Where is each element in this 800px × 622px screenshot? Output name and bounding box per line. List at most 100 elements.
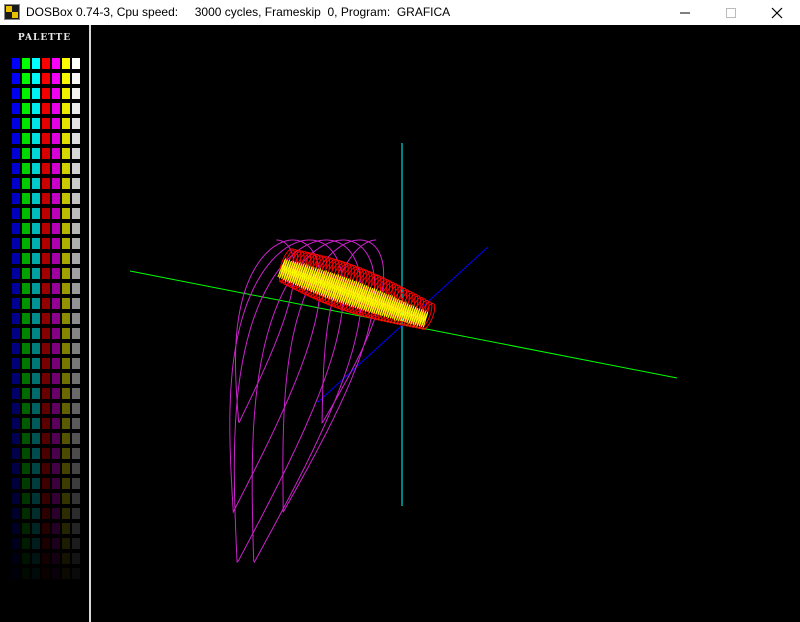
palette-swatch [42,283,50,294]
palette-swatch [32,88,40,99]
palette-swatch [32,553,40,564]
palette-swatch [72,433,80,444]
palette-swatch [62,463,70,474]
palette-swatch [72,508,80,519]
palette-swatch [72,478,80,489]
palette-swatch [42,373,50,384]
palette-swatch [72,73,80,84]
palette-swatch [52,568,60,579]
palette-swatch [42,58,50,69]
palette-swatch [62,298,70,309]
palette-swatch [42,148,50,159]
palette-swatch [72,418,80,429]
palette-swatch [62,223,70,234]
palette-panel: PALETTE [0,25,91,622]
palette-swatch [12,388,20,399]
palette-swatch [52,313,60,324]
palette-swatch [72,133,80,144]
palette-swatch [22,478,30,489]
palette-swatch [52,328,60,339]
outer-trace-curve [229,239,385,564]
palette-swatch [12,268,20,279]
palette-swatch [72,568,80,579]
palette-swatch [72,118,80,129]
palette-swatch [52,283,60,294]
palette-swatch [12,223,20,234]
palette-swatch [32,343,40,354]
palette-swatch [62,448,70,459]
palette-swatch [62,313,70,324]
palette-swatch [72,148,80,159]
palette-swatch [52,118,60,129]
palette-swatch [42,73,50,84]
palette-swatch [52,193,60,204]
palette-swatch [62,178,70,189]
palette-swatch [32,283,40,294]
palette-swatch [72,223,80,234]
palette-swatch [62,238,70,249]
palette-swatch [32,238,40,249]
palette-swatch [62,418,70,429]
palette-swatch [52,358,60,369]
palette-swatch [12,148,20,159]
palette-swatch [42,448,50,459]
palette-swatch [22,148,30,159]
palette-swatch [32,208,40,219]
title-bar[interactable]: DOSBox 0.74-3, Cpu speed: 3000 cycles, F… [0,0,800,25]
palette-swatch [42,178,50,189]
palette-swatch [62,58,70,69]
palette-swatch [42,298,50,309]
palette-swatch [12,163,20,174]
palette-swatch [32,463,40,474]
palette-swatch [32,163,40,174]
palette-swatch [52,268,60,279]
palette-swatch [52,88,60,99]
palette-swatch [22,238,30,249]
palette-swatch [42,268,50,279]
palette-swatch [62,553,70,564]
palette-swatch [12,538,20,549]
palette-swatch [32,478,40,489]
palette-swatch [22,193,30,204]
window-title: DOSBox 0.74-3, Cpu speed: 3000 cycles, F… [26,5,451,19]
palette-swatch [62,163,70,174]
maximize-button[interactable] [708,0,754,25]
palette-swatch [22,313,30,324]
palette-swatch [42,133,50,144]
palette-swatch [12,478,20,489]
close-button[interactable] [754,0,800,25]
palette-swatch [72,373,80,384]
palette-swatch [52,403,60,414]
palette-swatch [52,418,60,429]
dos-screen[interactable]: PALETTE [0,25,800,622]
palette-swatch [12,358,20,369]
palette-swatch [52,433,60,444]
palette-swatch [72,463,80,474]
palette-swatch [52,178,60,189]
minimize-button[interactable] [662,0,708,25]
palette-swatch [52,463,60,474]
palette-swatch [72,208,80,219]
palette-swatch [22,523,30,534]
palette-swatch [62,343,70,354]
palette-swatch [12,313,20,324]
palette-swatch [22,358,30,369]
palette-swatch [72,523,80,534]
palette-swatch [12,493,20,504]
palette-swatch [72,448,80,459]
palette-swatch [62,433,70,444]
palette-swatch [52,493,60,504]
palette-swatch [32,178,40,189]
palette-swatch [12,73,20,84]
palette-swatch [62,208,70,219]
palette-swatch [22,373,30,384]
palette-swatch [22,343,30,354]
palette-swatch [32,328,40,339]
palette-swatch [12,553,20,564]
palette-swatch [72,328,80,339]
palette-swatch [42,238,50,249]
palette-swatch [42,418,50,429]
palette-swatch [52,58,60,69]
palette-swatch [42,388,50,399]
palette-swatch [32,508,40,519]
